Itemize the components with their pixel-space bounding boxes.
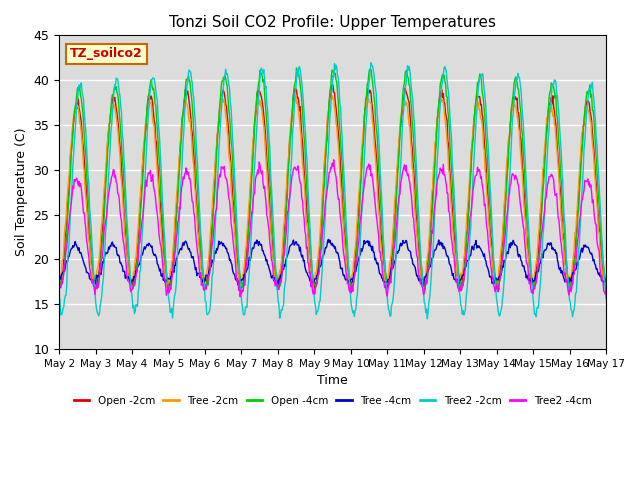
Tree -4cm bbox=[55, 277, 63, 283]
Tree -2cm bbox=[416, 266, 424, 272]
Text: TZ_soilco2: TZ_soilco2 bbox=[70, 48, 143, 60]
Tree -2cm bbox=[602, 281, 610, 287]
Open -4cm bbox=[416, 248, 424, 253]
Tree -4cm bbox=[324, 237, 332, 242]
Open -4cm bbox=[55, 280, 63, 286]
Legend: Open -2cm, Tree -2cm, Open -4cm, Tree -4cm, Tree2 -2cm, Tree2 -4cm: Open -2cm, Tree -2cm, Open -4cm, Tree -4… bbox=[70, 392, 596, 410]
Open -4cm bbox=[602, 285, 610, 290]
Tree2 -2cm bbox=[65, 240, 73, 245]
Tree2 -4cm bbox=[177, 193, 185, 199]
Tree -4cm bbox=[416, 276, 424, 282]
Line: Tree -4cm: Tree -4cm bbox=[59, 240, 606, 286]
Tree -2cm bbox=[218, 92, 226, 98]
Tree -2cm bbox=[400, 99, 408, 105]
Line: Open -4cm: Open -4cm bbox=[59, 68, 606, 290]
Open -2cm bbox=[602, 282, 610, 288]
Tree -4cm bbox=[602, 278, 610, 284]
Tree2 -4cm bbox=[206, 270, 214, 276]
Tree -4cm bbox=[177, 245, 185, 251]
Tree -2cm bbox=[122, 236, 129, 242]
Tree -4cm bbox=[122, 276, 129, 281]
Tree2 -2cm bbox=[602, 296, 610, 301]
Y-axis label: Soil Temperature (C): Soil Temperature (C) bbox=[15, 128, 28, 256]
Tree2 -2cm bbox=[55, 296, 63, 302]
Tree -2cm bbox=[55, 276, 63, 281]
Line: Open -2cm: Open -2cm bbox=[59, 84, 606, 291]
Tree2 -2cm bbox=[400, 108, 408, 113]
Line: Tree2 -4cm: Tree2 -4cm bbox=[59, 160, 606, 297]
Tree2 -4cm bbox=[401, 162, 408, 168]
Tree2 -2cm bbox=[177, 181, 185, 187]
Tree2 -4cm bbox=[330, 157, 337, 163]
Open -4cm bbox=[65, 193, 73, 199]
Open -2cm bbox=[177, 137, 185, 143]
Title: Tonzi Soil CO2 Profile: Upper Temperatures: Tonzi Soil CO2 Profile: Upper Temperatur… bbox=[169, 15, 496, 30]
Open -2cm bbox=[416, 260, 424, 265]
Open -4cm bbox=[292, 65, 300, 71]
Open -2cm bbox=[328, 82, 336, 87]
Open -2cm bbox=[456, 288, 463, 294]
Tree -2cm bbox=[65, 173, 73, 179]
Line: Tree2 -2cm: Tree2 -2cm bbox=[59, 63, 606, 319]
Tree -2cm bbox=[177, 132, 185, 137]
Open -2cm bbox=[206, 253, 214, 259]
Tree -4cm bbox=[65, 253, 73, 259]
Open -2cm bbox=[55, 283, 63, 288]
Tree2 -2cm bbox=[122, 184, 129, 190]
Tree2 -2cm bbox=[367, 60, 375, 66]
Line: Tree -2cm: Tree -2cm bbox=[59, 95, 606, 288]
Tree2 -4cm bbox=[122, 255, 129, 261]
Tree2 -2cm bbox=[416, 235, 424, 240]
Open -4cm bbox=[122, 200, 129, 206]
Tree -4cm bbox=[206, 267, 214, 273]
X-axis label: Time: Time bbox=[317, 374, 348, 387]
Tree2 -4cm bbox=[602, 284, 610, 289]
Tree2 -4cm bbox=[55, 287, 63, 292]
Tree -2cm bbox=[530, 286, 538, 291]
Open -4cm bbox=[421, 287, 429, 293]
Tree -4cm bbox=[400, 240, 408, 246]
Tree -4cm bbox=[420, 283, 428, 289]
Open -2cm bbox=[65, 182, 73, 188]
Open -4cm bbox=[400, 83, 408, 88]
Tree2 -2cm bbox=[424, 316, 431, 322]
Tree2 -4cm bbox=[417, 280, 424, 286]
Tree2 -2cm bbox=[206, 308, 214, 313]
Open -2cm bbox=[400, 96, 408, 102]
Open -4cm bbox=[177, 139, 185, 145]
Open -2cm bbox=[122, 230, 129, 236]
Open -4cm bbox=[206, 261, 214, 267]
Tree2 -4cm bbox=[65, 220, 73, 226]
Tree2 -4cm bbox=[236, 294, 244, 300]
Tree -2cm bbox=[206, 240, 214, 246]
